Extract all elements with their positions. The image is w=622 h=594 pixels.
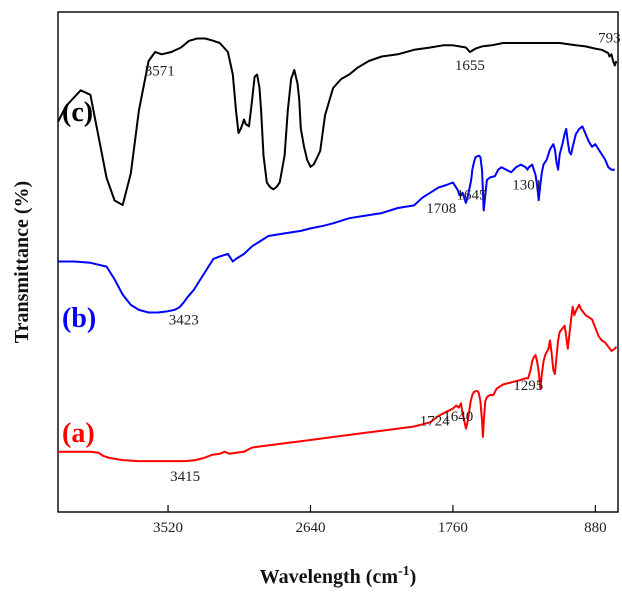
- series-label-c: (c): [62, 97, 93, 128]
- x-tick-label: 2640: [295, 520, 325, 536]
- peak-label: 1655: [455, 58, 485, 74]
- x-axis-title-exponent: -1: [398, 564, 410, 579]
- x-tick-label: 880: [584, 520, 607, 536]
- x-tick-label: 1760: [438, 520, 468, 536]
- peak-label: 793: [598, 31, 621, 47]
- x-tick-label: 3520: [153, 520, 183, 536]
- x-axis-ticks: 3520 2640 1760 880: [153, 505, 607, 536]
- peak-label: 1640: [443, 409, 473, 425]
- peak-label: 1708: [426, 201, 456, 217]
- x-axis-title: Wavelength (cm-1): [260, 564, 417, 588]
- y-axis-title: Transmittance (%): [11, 181, 33, 343]
- x-axis-title-close: ): [410, 566, 417, 588]
- peak-label: 1724: [420, 414, 451, 430]
- series-labels: (c) (b) (a): [62, 97, 96, 449]
- series-line-a: [58, 303, 618, 463]
- x-axis-title-main: Wavelength (cm: [260, 566, 399, 588]
- peak-label: 1645: [457, 187, 487, 203]
- peak-label: 1301: [512, 177, 542, 193]
- peak-label: 3423: [169, 312, 199, 328]
- series-line-c: [57, 37, 618, 206]
- peak-label: 3571: [145, 64, 175, 80]
- series-label-a: (a): [62, 418, 95, 449]
- series-layer: [57, 37, 618, 463]
- peak-label: 3415: [170, 469, 200, 485]
- series-label-b: (b): [62, 303, 96, 334]
- peak-label: 1295: [513, 378, 543, 394]
- series-line-b: [58, 125, 615, 314]
